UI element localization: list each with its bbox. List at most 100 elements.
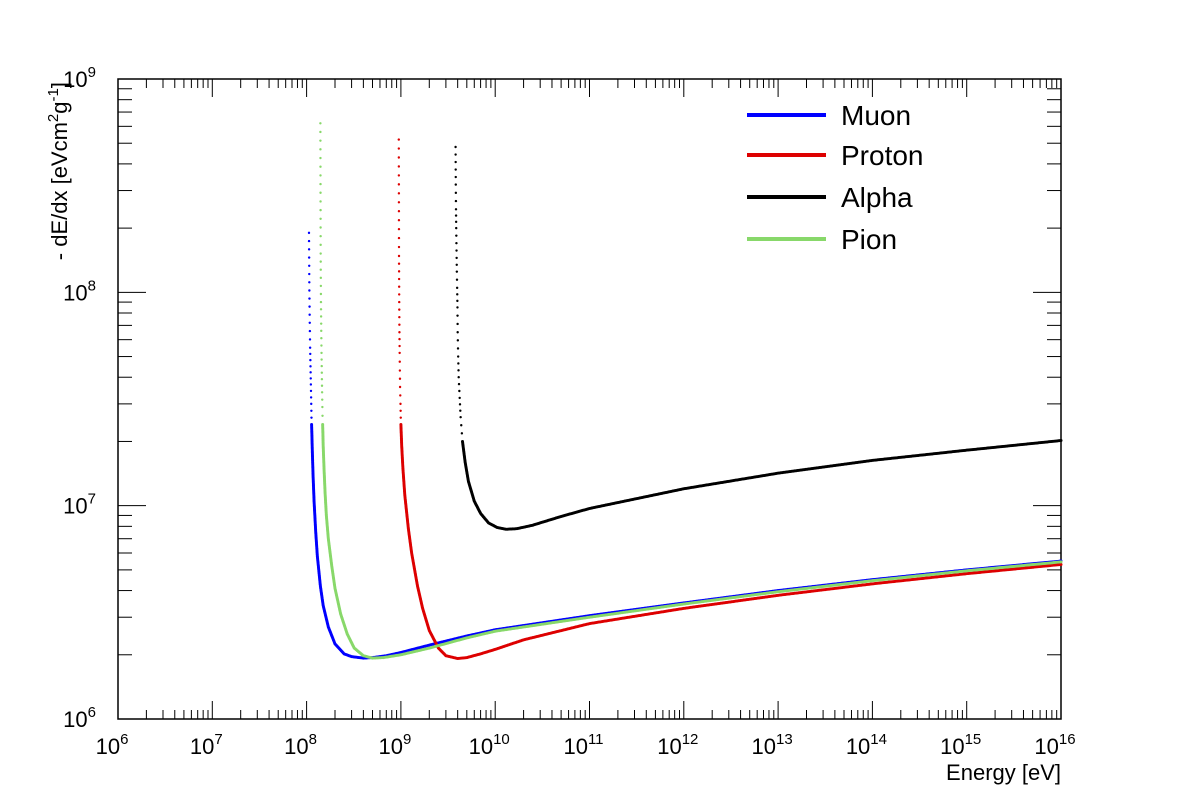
data-point: [457, 369, 460, 372]
data-point: [310, 409, 313, 412]
y-tick-label: 106: [63, 704, 96, 732]
data-point: [397, 254, 401, 258]
data-point: [456, 306, 459, 309]
data-point: [320, 384, 324, 387]
data-point: [320, 336, 323, 340]
y-axis-title-main: - dE/dx [eVcm: [47, 122, 72, 260]
y-axis-title: - dE/dx [eVcm2g-1]: [45, 82, 72, 260]
data-point: [308, 272, 311, 276]
data-point: [454, 183, 457, 186]
data-point: [397, 201, 401, 204]
x-tick-label: 1013: [752, 731, 793, 759]
data-point: [397, 138, 400, 141]
x-tick-label: 1011: [563, 731, 603, 759]
legend-label-muon: Muon: [841, 100, 911, 131]
data-point: [319, 217, 322, 221]
x-tick-label: 107: [190, 731, 223, 759]
data-point: [398, 360, 401, 363]
data-point: [457, 376, 460, 379]
data-point: [310, 402, 313, 406]
data-point: [319, 322, 323, 325]
data-point: [459, 415, 462, 419]
data-point: [397, 192, 401, 195]
data-point: [398, 308, 401, 311]
data-point: [399, 409, 402, 412]
data-point: [308, 297, 311, 300]
data-point: [320, 358, 323, 361]
data-point: [309, 358, 312, 362]
data-point: [455, 286, 459, 290]
data-point: [397, 218, 401, 222]
data-point: [454, 199, 458, 203]
legend: Muon Proton Alpha Pion: [747, 100, 924, 255]
data-point: [309, 383, 313, 386]
x-tick-label: 1010: [469, 731, 510, 759]
data-point: [398, 344, 401, 348]
data-point: [460, 424, 463, 427]
data-point: [319, 148, 322, 151]
data-point: [319, 208, 322, 212]
data-point: [397, 262, 401, 265]
data-point: [398, 323, 401, 326]
data-point: [397, 293, 401, 296]
series-layer: [307, 122, 1063, 661]
data-point: [397, 277, 401, 281]
data-point: [456, 322, 459, 326]
data-point: [319, 156, 322, 160]
data-point: [320, 344, 323, 347]
y-tick-label: 107: [63, 491, 96, 519]
data-point: [454, 191, 458, 195]
x-tick-label: 1015: [940, 731, 981, 759]
data-point: [454, 220, 458, 224]
data-point: [399, 394, 402, 397]
data-point: [456, 339, 460, 342]
data-point: [455, 263, 458, 266]
data-point: [398, 369, 402, 372]
legend-label-proton: Proton: [841, 140, 924, 171]
data-point: [398, 331, 401, 334]
data-point: [455, 226, 458, 230]
data-point: [454, 153, 457, 156]
y-axis-title-sup1: 2: [45, 114, 62, 122]
x-axis-tick-labels: 106 107 108 109 1010 1011 1012 1013 1014 1015 1016: [96, 731, 1076, 759]
y-axis-title-end: ]: [47, 82, 72, 88]
data-point: [307, 231, 311, 235]
series-alpha: [454, 145, 1063, 531]
data-point: [456, 299, 459, 303]
data-point: [319, 252, 322, 255]
y-tick-label: 109: [63, 64, 96, 92]
x-axis-ticks: [117, 79, 1062, 719]
x-tick-label: 1012: [657, 731, 698, 759]
data-point: [398, 377, 402, 380]
y-axis-title-mid: g: [47, 101, 72, 113]
data-point: [457, 382, 461, 386]
data-point: [455, 241, 458, 245]
data-point: [319, 165, 322, 168]
data-point: [460, 432, 464, 435]
data-point: [458, 403, 462, 406]
data-point: [308, 264, 311, 267]
data-point: [397, 165, 401, 168]
x-axis-title: Energy [eV]: [946, 760, 1061, 785]
data-point: [397, 183, 401, 186]
y-axis-tick-labels: 106 107 108 109: [63, 64, 96, 732]
data-point: [455, 249, 458, 252]
data-point: [397, 270, 401, 273]
data-point: [397, 285, 401, 288]
data-point: [319, 276, 323, 280]
data-point: [320, 329, 323, 333]
data-point: [454, 175, 457, 179]
data-point: [319, 284, 323, 288]
data-point: [307, 239, 311, 243]
x-tick-label: 1014: [846, 731, 887, 759]
data-point: [319, 200, 322, 203]
series-proton: [397, 138, 1063, 661]
data-point: [308, 313, 311, 316]
data-point: [308, 338, 312, 341]
data-point: [457, 362, 460, 365]
data-point: [456, 347, 460, 350]
data-point: [1059, 560, 1063, 564]
data-point: [459, 409, 462, 412]
y-tick-label: 108: [63, 277, 96, 305]
